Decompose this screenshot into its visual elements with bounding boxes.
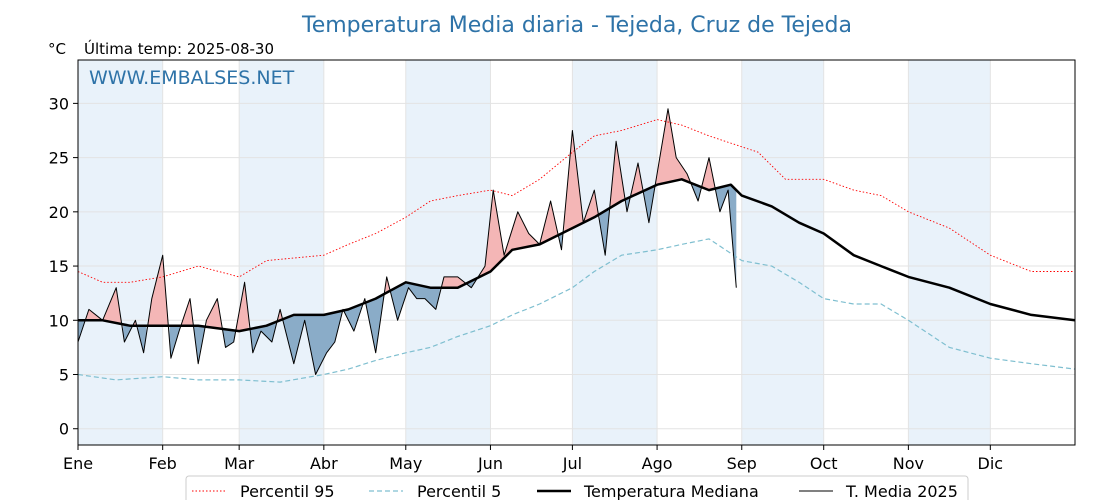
x-tick-label-feb: Feb [149,454,177,473]
x-tick-label-ene: Ene [63,454,93,473]
month-band-may [405,60,491,445]
x-tick-label-may: May [389,454,422,473]
above-median-fill-25 [564,130,599,233]
month-band-sep [741,60,824,445]
legend-label-p95: Percentil 95 [240,482,335,500]
line-t-media-2025 [77,108,737,375]
x-tick-label-dic: Dic [978,454,1004,473]
below-median-fill-8 [194,325,205,364]
watermark: WWW.EMBALSES.NET [89,67,295,89]
month-band-nov [908,60,991,445]
x-tick-label-jul: Jul [562,454,582,473]
y-tick-label-0: 0 [59,420,69,439]
month-band-jul [572,60,658,445]
above-median-fill-23 [478,190,558,278]
above-median-fill-21 [441,276,466,288]
below-median-fill-6 [169,325,181,359]
line-temperatura-mediana [78,178,1076,333]
x-tick-label-jun: Jun [477,454,503,473]
above-median-fill-33 [702,157,715,191]
month-shade-bands [78,60,991,445]
below-median-fill-30 [643,186,655,223]
y-tick-label-5: 5 [59,366,69,385]
x-tick-label-nov: Nov [893,454,924,473]
above-median-fill-5 [147,255,169,326]
legend: Percentil 95 Percentil 5 Temperatura Med… [185,475,969,500]
below-median-fill-12 [250,321,276,353]
y-tick-label-15: 15 [49,257,69,276]
above-median-fill-27 [610,141,625,208]
x-tick-label-sep: Sep [727,454,757,473]
below-median-fill-16 [344,304,363,332]
plot-frame [77,59,1076,446]
above-median-fill-7 [181,298,193,326]
deviation-fills [78,108,737,375]
below-median-fill-26 [599,208,610,256]
unit-label: °C [48,40,66,58]
y-tick-label-20: 20 [49,203,69,222]
y-tick-label-25: 25 [49,149,69,168]
below-median-fill-14 [282,310,342,375]
below-median-fill-20 [390,282,440,321]
legend-box [185,475,969,500]
above-median-fill-9 [206,298,222,329]
below-median-fill-32 [691,183,701,201]
series-lines [77,108,1076,383]
month-band-mar [239,60,324,445]
legend-label-median: Temperatura Mediana [583,482,759,500]
legend-label-2025: T. Media 2025 [845,482,958,500]
x-axis-ticks: Ene Feb Mar Abr May Jun Jul Ago Sep Oct Nov Dic [63,445,1003,473]
x-tick-label-mar: Mar [224,454,255,473]
below-median-fill-18 [366,294,384,353]
chart-title: Temperatura Media diaria - Tejeda, Cruz … [301,13,852,38]
last-temp-label: Última temp: 2025-08-30 [84,39,274,58]
y-tick-label-30: 30 [49,94,69,113]
y-tick-label-10: 10 [49,311,69,330]
below-median-fill-34 [715,184,737,288]
y-axis-ticks: 0 5 10 15 20 25 30 [49,94,78,439]
line-percentil-5 [77,238,1076,383]
below-median-fill-2 [123,324,132,342]
x-tick-label-ago: Ago [642,454,673,473]
x-tick-label-oct: Oct [810,454,838,473]
month-band-ene [78,60,163,445]
legend-label-p5: Percentil 5 [417,482,501,500]
x-tick-label-abr: Abr [310,454,338,473]
